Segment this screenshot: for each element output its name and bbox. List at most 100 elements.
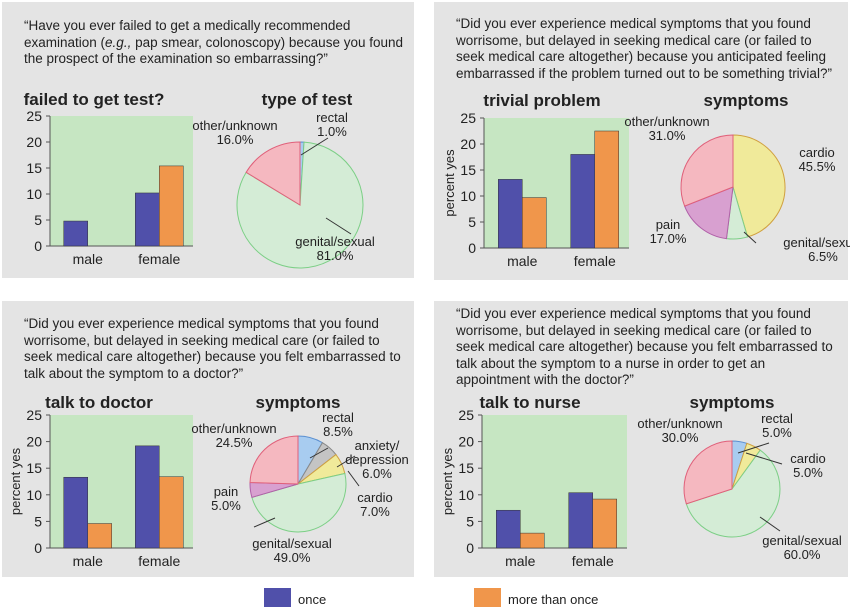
pie-label: cardio bbox=[790, 451, 825, 466]
pie-label-leader bbox=[309, 447, 329, 459]
question-line: “Did you ever experience medical symptom… bbox=[456, 16, 811, 31]
pie-label: 60.0% bbox=[784, 547, 821, 562]
legend-label-once: once bbox=[298, 592, 327, 607]
question-line: examination (e.g., pap smear, colonoscop… bbox=[24, 35, 403, 52]
y-axis-label: percent yes bbox=[440, 447, 455, 515]
bar bbox=[159, 165, 184, 247]
y-tick-label: 25 bbox=[458, 407, 474, 423]
pie-label: genital/sexual bbox=[783, 235, 850, 250]
bar bbox=[135, 445, 160, 549]
pie-label: genital/sexual bbox=[252, 536, 332, 551]
y-tick-label: 5 bbox=[468, 214, 476, 230]
y-tick-label: 10 bbox=[26, 487, 42, 503]
y-tick-label: 5 bbox=[34, 513, 42, 529]
pie-label-leader bbox=[300, 137, 329, 156]
pie-slice bbox=[251, 472, 347, 533]
question-line: the prospect of the examination so embar… bbox=[24, 51, 328, 66]
y-tick-label: 15 bbox=[460, 162, 476, 178]
pie-slice bbox=[732, 134, 786, 238]
question-text: “Did you ever experience medical symptom… bbox=[456, 16, 832, 82]
pie-label: rectal bbox=[761, 411, 793, 426]
pie-slice bbox=[685, 449, 781, 538]
pie-label: 81.0% bbox=[317, 248, 354, 263]
pie-label-leader bbox=[347, 470, 360, 487]
y-tick-label: 20 bbox=[26, 134, 42, 150]
pie-label: other/unknown bbox=[624, 114, 709, 129]
pie-slice bbox=[249, 435, 299, 485]
pie-label: 24.5% bbox=[216, 435, 253, 450]
pie-label: 5.0% bbox=[762, 425, 792, 440]
pie-label: pain bbox=[214, 484, 239, 499]
y-tick-label: 25 bbox=[26, 407, 42, 423]
pie-label: 7.0% bbox=[360, 504, 390, 519]
y-tick-label: 20 bbox=[460, 136, 476, 152]
pie-label-leader bbox=[325, 217, 352, 235]
pie-label: rectal bbox=[322, 410, 354, 425]
y-tick-label: 20 bbox=[458, 434, 474, 450]
pie-label-leader bbox=[759, 516, 781, 532]
legend-swatch-once bbox=[264, 588, 291, 607]
question-line: worrisome, but delayed in seeking medica… bbox=[456, 322, 812, 338]
x-tick-label: female bbox=[138, 553, 180, 569]
bar-chart-title: talk to nurse bbox=[479, 393, 580, 412]
bar-chart-title: failed to get test? bbox=[24, 90, 165, 109]
pie-label: rectal bbox=[316, 110, 348, 125]
question-line: embarrassed if the problem turned out to… bbox=[456, 65, 832, 81]
y-tick-label: 5 bbox=[466, 513, 474, 529]
question-line: appointment with the doctor?” bbox=[456, 372, 634, 387]
pie-label-leader bbox=[743, 231, 757, 244]
pie-label: 49.0% bbox=[274, 550, 311, 565]
pie-label: 17.0% bbox=[650, 231, 687, 246]
pie-chart-title: type of test bbox=[262, 90, 353, 109]
legend-label-more-than-once: more than once bbox=[508, 592, 599, 607]
question-text: “Did you ever experience medical symptom… bbox=[456, 306, 833, 389]
pie-slice bbox=[683, 440, 733, 505]
question-part: examination ( bbox=[24, 34, 106, 50]
question-line: “Did you ever experience medical symptom… bbox=[24, 316, 379, 331]
y-tick-label: 0 bbox=[468, 240, 476, 256]
y-tick-label: 10 bbox=[460, 188, 476, 204]
question-text: “Did you ever experience medical symptom… bbox=[24, 316, 401, 382]
question-line: seek medical care altogether) because yo… bbox=[456, 339, 833, 354]
question-line: worrisome, but delayed in seeking medica… bbox=[456, 32, 812, 48]
pie-label: 5.0% bbox=[211, 498, 241, 513]
bar bbox=[570, 154, 595, 249]
question-part-italic: e.g., bbox=[105, 34, 132, 50]
x-tick-label: male bbox=[73, 251, 104, 267]
y-tick-label: 0 bbox=[466, 540, 474, 556]
y-tick-label: 15 bbox=[458, 460, 474, 476]
y-tick-label: 15 bbox=[26, 160, 42, 176]
chart-svg: 0 5 10 15 20 25 male female failed to get test? t… bbox=[24, 90, 375, 269]
bar bbox=[568, 492, 593, 549]
bar bbox=[592, 498, 617, 549]
pie-chart-title: symptoms bbox=[689, 393, 774, 412]
pie-label: 30.0% bbox=[662, 430, 699, 445]
pie-label: 6.5% bbox=[808, 249, 838, 264]
question-line: talk about the symptom to a doctor?” bbox=[24, 365, 244, 381]
bar bbox=[522, 197, 547, 249]
pie-label: 8.5% bbox=[323, 424, 353, 439]
y-tick-label: 0 bbox=[34, 238, 42, 254]
pie-slice bbox=[245, 141, 301, 206]
bar-chart-title: talk to doctor bbox=[45, 393, 153, 412]
x-tick-label: male bbox=[507, 253, 538, 269]
pie-label: other/unknown bbox=[637, 416, 722, 431]
pie-label-leader bbox=[737, 442, 770, 454]
bar bbox=[496, 509, 521, 549]
panel-failed-to-get-test: “Have you ever failed to get a medically… bbox=[2, 2, 414, 278]
pie-label: 16.0% bbox=[217, 132, 254, 147]
x-tick-label: female bbox=[574, 253, 616, 269]
bar bbox=[63, 476, 88, 549]
y-tick-label: 10 bbox=[26, 186, 42, 202]
pie-label: pain bbox=[656, 217, 681, 232]
x-tick-label: male bbox=[73, 553, 104, 569]
y-tick-label: 25 bbox=[26, 108, 42, 124]
pie-label: other/unknown bbox=[192, 118, 277, 133]
pie-label: other/unknown bbox=[191, 421, 276, 436]
bar bbox=[63, 220, 88, 247]
question-line: worrisome, but delayed in seeking medica… bbox=[24, 332, 380, 348]
pie-slice bbox=[684, 186, 734, 240]
chart-svg: 0 5 10 15 20 25 male female talk to doctor percen… bbox=[8, 393, 409, 569]
panel-talk-to-doctor: “Did you ever experience medical symptom… bbox=[2, 301, 414, 577]
y-tick-label: 0 bbox=[34, 540, 42, 556]
